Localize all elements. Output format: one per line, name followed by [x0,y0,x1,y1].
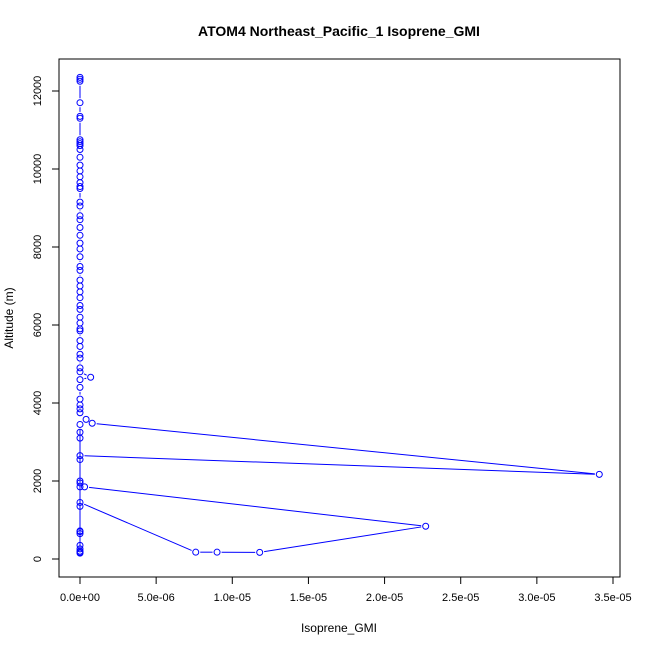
data-point [77,410,83,416]
y-axis: 0 2000 4000 6000 8000 10000 12000 [32,76,59,562]
data-point [77,246,83,252]
data-series [77,74,602,556]
y-tick-label: 10000 [32,154,44,185]
y-tick-label: 4000 [32,391,44,415]
data-point [77,384,83,390]
data-point [77,306,83,312]
data-point [77,168,83,174]
data-point [77,421,83,427]
data-point [77,277,83,283]
data-point [77,174,83,180]
data-point [257,549,263,555]
data-point [214,549,220,555]
y-tick-label: 12000 [32,76,44,107]
data-point [77,254,83,260]
plot-frame [59,59,620,577]
data-point [77,377,83,383]
y-axis-label: Altitude (m) [2,287,16,348]
data-point [77,369,83,375]
series-segment [84,374,87,375]
x-tick-label: 2.0e-05 [366,592,403,604]
y-tick-label: 8000 [32,235,44,259]
data-point [77,295,83,301]
x-tick-label: 2.5e-05 [442,592,479,604]
data-point [77,343,83,349]
data-point [77,240,83,246]
series-segment [264,527,421,552]
data-point [77,267,83,273]
data-point [77,338,83,344]
data-point [77,154,83,160]
data-point [77,203,83,209]
series-segment [84,456,594,474]
y-tick-label: 6000 [32,313,44,337]
series-segment [97,424,595,474]
data-point [82,484,88,490]
data-point [596,471,602,477]
x-tick-label: 3.5e-05 [594,592,631,604]
y-tick-label: 0 [32,556,44,562]
data-point [77,162,83,168]
series-segment [89,487,421,525]
data-point [77,396,83,402]
y-tick-label: 2000 [32,469,44,493]
data-point [77,320,83,326]
x-tick-label: 5.0e-06 [137,592,174,604]
data-point [77,314,83,320]
x-tick-label: 1.5e-05 [290,592,327,604]
data-point [77,217,83,223]
x-tick-label: 0.0e+00 [60,592,100,604]
x-axis-label: Isoprene_GMI [301,621,377,635]
data-point [77,100,83,106]
x-axis: 0.0e+00 5.0e-06 1.0e-05 1.5e-05 2.0e-05 2.5e-… [60,577,632,604]
data-point [77,355,83,361]
series-segment [84,504,191,550]
chart-title: ATOM4 Northeast_Pacific_1 Isoprene_GMI [198,23,480,39]
data-point [89,420,95,426]
data-point [77,232,83,238]
data-point [77,289,83,295]
data-point [193,549,199,555]
data-point [83,416,89,422]
data-point [77,147,83,153]
data-point [77,225,83,231]
x-tick-label: 3.0e-05 [518,592,555,604]
data-point [423,523,429,529]
x-tick-label: 1.0e-05 [214,592,251,604]
data-point [77,283,83,289]
data-point [88,374,94,380]
